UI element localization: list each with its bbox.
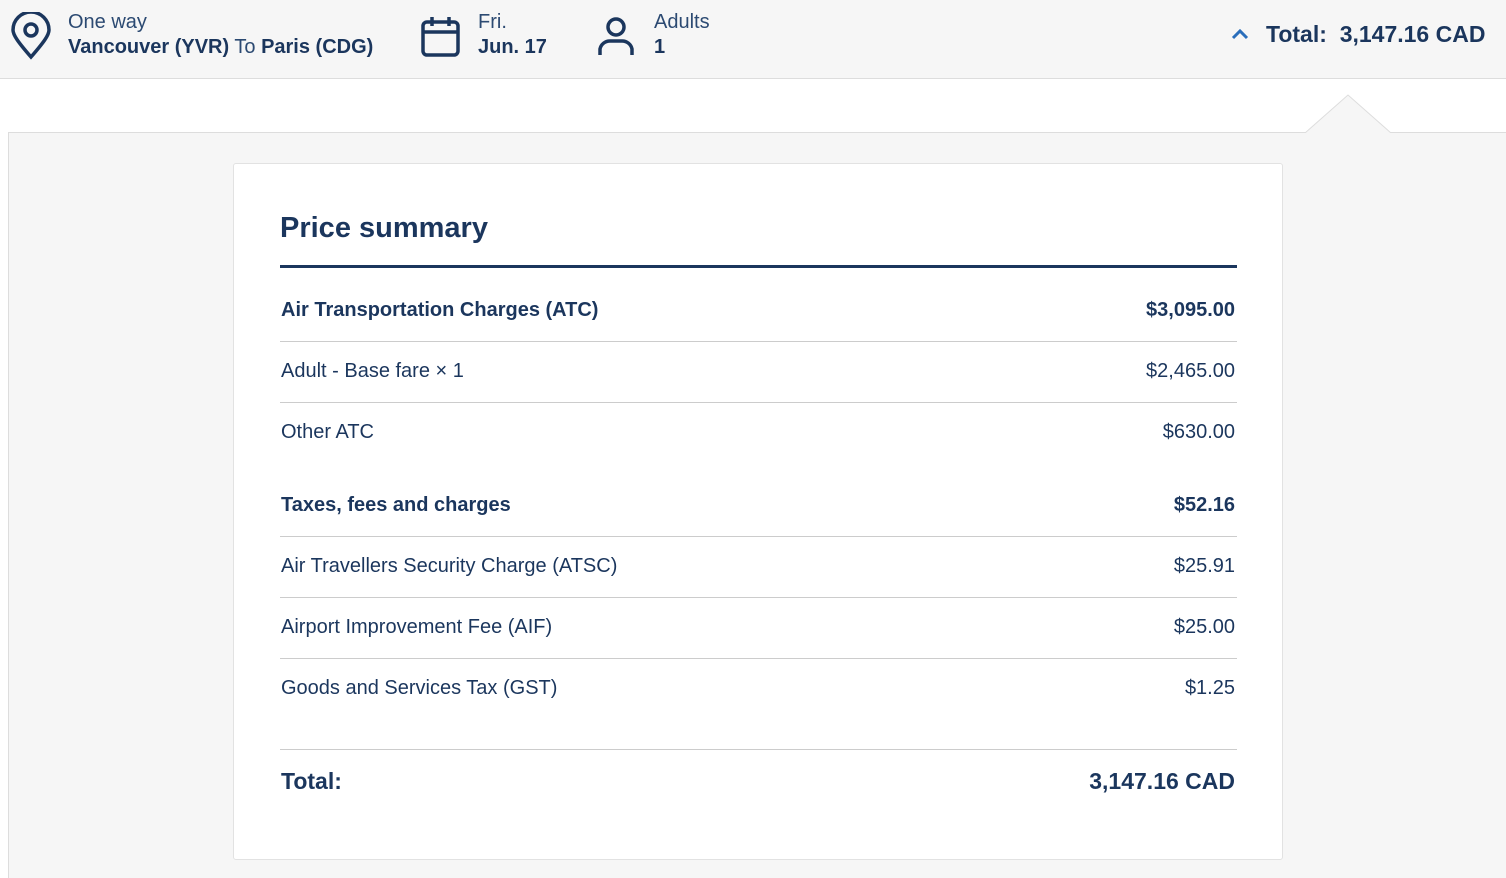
item-amount: $25.91 (1173, 555, 1235, 577)
price-summary-card: Price summary Air Transportation Charges… (233, 163, 1283, 860)
section-label: Air Transportation Charges (ATC) (281, 299, 599, 321)
row-divider (280, 402, 1237, 403)
passenger-label: Adults (654, 11, 710, 33)
item-amount: $2,465.00 (1146, 360, 1235, 382)
item-amount: $1.25 (1184, 677, 1235, 699)
item-row: Airport Improvement Fee (AIF) $25.00 (281, 616, 1235, 639)
total-label: Total: (1266, 21, 1327, 47)
row-divider (280, 536, 1237, 537)
item-row: Adult - Base fare × 1 $2,465.00 (281, 360, 1235, 383)
item-row: Air Travellers Security Charge (ATSC) $25… (281, 555, 1235, 578)
calendar-icon (421, 17, 460, 57)
row-divider (280, 597, 1237, 598)
item-row: Other ATC $630.00 (281, 421, 1235, 444)
panel-notch (1305, 94, 1391, 134)
origin: Vancouver (YVR) (68, 36, 230, 58)
section-amount: $3,095.00 (1146, 299, 1235, 321)
destination: Paris (CDG) (261, 36, 374, 58)
total-value: 3,147.16 CAD (1089, 768, 1235, 794)
item-label: Other ATC (281, 421, 374, 443)
title-rule (280, 265, 1237, 268)
total-row: Total: 3,147.16 CAD (281, 768, 1235, 795)
total-label: Total: (281, 768, 342, 794)
section-amount: $52.16 (1173, 494, 1235, 516)
row-divider (280, 658, 1237, 659)
day: Fri. (478, 11, 507, 33)
item-row: Goods and Services Tax (GST) $1.25 (281, 677, 1235, 700)
item-label: Airport Improvement Fee (AIF) (281, 616, 553, 638)
header-total[interactable]: Total: 3,147.16 CAD (1266, 21, 1485, 48)
item-label: Air Travellers Security Charge (ATSC) (281, 555, 618, 577)
person-icon (598, 17, 634, 55)
passenger-count: 1 (654, 36, 666, 58)
total-value: 3,147.16 CAD (1339, 21, 1486, 47)
route: Vancouver (YVR) To Paris (CDG) (68, 36, 373, 59)
row-divider (280, 341, 1237, 342)
item-amount: $25.00 (1173, 616, 1235, 638)
connector: To (234, 36, 256, 58)
collapse-chevron[interactable] (1230, 26, 1250, 42)
header-bar: One way Vancouver (YVR) To Paris (CDG) F… (0, 0, 1506, 79)
total-divider (280, 749, 1237, 750)
item-label: Adult - Base fare × 1 (281, 360, 464, 382)
card-title: Price summary (280, 212, 488, 244)
date: Jun. 17 (478, 36, 547, 58)
trip-type: One way (68, 11, 147, 33)
location-icon (11, 12, 51, 60)
item-amount: $630.00 (1162, 421, 1235, 443)
item-label: Goods and Services Tax (GST) (281, 677, 558, 699)
section-row: Taxes, fees and charges $52.16 (281, 494, 1235, 517)
section-label: Taxes, fees and charges (281, 494, 511, 516)
section-row: Air Transportation Charges (ATC) $3,095.0… (281, 299, 1235, 322)
